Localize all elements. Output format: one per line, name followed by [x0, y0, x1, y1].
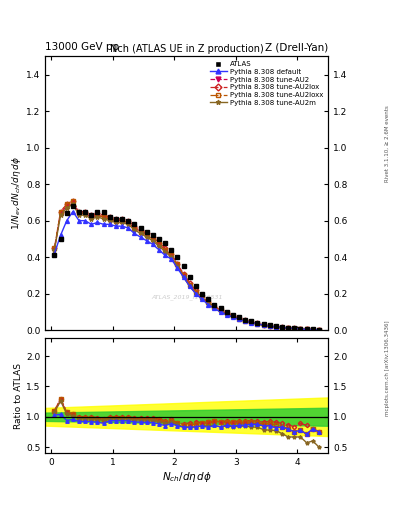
Text: Z (Drell-Yan): Z (Drell-Yan) — [265, 42, 328, 52]
Text: ATLAS_2019_I1736531: ATLAS_2019_I1736531 — [151, 294, 222, 300]
Text: 13000 GeV pp: 13000 GeV pp — [45, 42, 119, 52]
Text: mcplots.cern.ch [arXiv:1306.3436]: mcplots.cern.ch [arXiv:1306.3436] — [385, 321, 389, 416]
Y-axis label: $1/N_{ev}\,dN_{ch}/d\eta\,d\phi$: $1/N_{ev}\,dN_{ch}/d\eta\,d\phi$ — [10, 156, 23, 230]
Text: Rivet 3.1.10, ≥ 2.6M events: Rivet 3.1.10, ≥ 2.6M events — [385, 105, 389, 182]
X-axis label: $N_{ch}/d\eta\,d\phi$: $N_{ch}/d\eta\,d\phi$ — [162, 470, 212, 484]
Y-axis label: Ratio to ATLAS: Ratio to ATLAS — [14, 362, 23, 429]
Legend: ATLAS, Pythia 8.308 default, Pythia 8.308 tune-AU2, Pythia 8.308 tune-AU2lox, Py: ATLAS, Pythia 8.308 default, Pythia 8.30… — [208, 60, 325, 107]
Title: Nch (ATLAS UE in Z production): Nch (ATLAS UE in Z production) — [110, 44, 264, 54]
